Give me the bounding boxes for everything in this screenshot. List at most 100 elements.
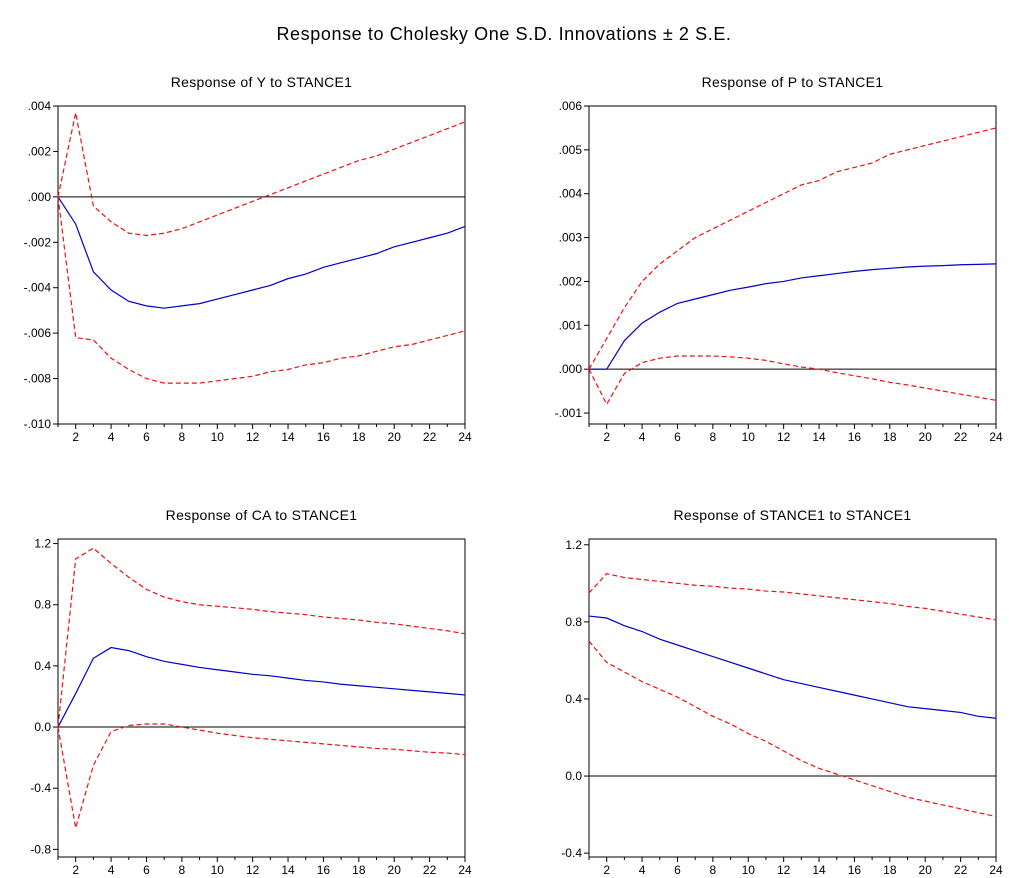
x-tick-label: 10 — [742, 430, 756, 444]
y-tick-label: -.008 — [24, 372, 52, 386]
x-tick-label: 10 — [742, 863, 756, 877]
panel-response-y: Response of Y to STANCE1 -.010 -.008 -.006 -… — [24, 74, 472, 444]
y-tick-label: 0.0 — [34, 720, 51, 734]
y-tick-label: 1.2 — [34, 537, 51, 551]
x-tick-label: 20 — [388, 430, 402, 444]
y-tick-label: -.004 — [24, 281, 52, 295]
confidence-band-upper-line — [588, 127, 997, 370]
panel-title: Response of STANCE1 to STANCE1 — [673, 507, 911, 523]
y-tick-label: -0.4 — [30, 781, 51, 795]
x-tick-label: 12 — [777, 430, 791, 444]
x-tick-label: 18 — [352, 863, 366, 877]
y-tick-label: -.010 — [24, 417, 52, 431]
x-tick-label: 2 — [72, 430, 79, 444]
panel-title: Response of CA to STANCE1 — [166, 507, 358, 523]
panel-title: Response of Y to STANCE1 — [171, 74, 353, 90]
x-tick-label: 16 — [317, 430, 331, 444]
y-tick-label: 0.0 — [565, 769, 582, 783]
x-tick-label: 20 — [919, 863, 933, 877]
y-tick-label: .004 — [559, 187, 583, 201]
y-tick-label: -0.8 — [30, 842, 51, 856]
panel-title: Response of P to STANCE1 — [702, 74, 884, 90]
y-tick-label: -.006 — [24, 326, 52, 340]
x-tick-label: 8 — [179, 430, 186, 444]
y-tick-label: .002 — [559, 274, 583, 288]
x-tick-label: 12 — [777, 863, 791, 877]
y-tick-label: .006 — [559, 99, 583, 113]
panel-response-ca: Response of CA to STANCE1 -0.8 -0.4 0.0 0.4 0… — [30, 507, 472, 877]
x-tick-label: 14 — [812, 430, 826, 444]
plot-frame — [57, 538, 466, 858]
y-tick-label: .001 — [559, 318, 583, 332]
x-tick-label: 18 — [883, 863, 897, 877]
confidence-band-lower-line — [57, 196, 466, 384]
x-tick-label: 16 — [848, 430, 862, 444]
y-tick-label: -.001 — [555, 406, 583, 420]
x-tick-label: 14 — [812, 863, 826, 877]
y-tick-label: .000 — [28, 190, 52, 204]
y-tick-label: 0.8 — [34, 598, 51, 612]
figure-title: Response to Cholesky One S.D. Innovation… — [276, 24, 731, 44]
x-tick-label: 12 — [246, 430, 260, 444]
y-tick-label: -0.4 — [561, 846, 582, 860]
x-tick-label: 14 — [281, 863, 295, 877]
x-tick-label: 12 — [246, 863, 260, 877]
panel-response-p: Response of P to STANCE1 -.001 .000 .001 .00… — [555, 74, 1003, 444]
x-tick-label: 2 — [603, 863, 610, 877]
x-tick-label: 4 — [108, 863, 115, 877]
y-tick-label: .004 — [28, 99, 52, 113]
x-tick-label: 18 — [883, 430, 897, 444]
x-tick-label: 8 — [710, 863, 717, 877]
confidence-band-upper-line — [57, 112, 466, 237]
y-tick-label: .005 — [559, 143, 583, 157]
x-tick-label: 10 — [211, 863, 225, 877]
x-tick-label: 16 — [848, 863, 862, 877]
y-tick-label: .003 — [559, 231, 583, 245]
impulse-response-line — [57, 196, 466, 309]
y-tick-label: .002 — [28, 144, 52, 158]
impulse-response-line — [589, 263, 997, 370]
x-tick-label: 24 — [458, 430, 472, 444]
x-tick-label: 2 — [72, 863, 79, 877]
x-tick-label: 24 — [989, 863, 1003, 877]
y-tick-label: -.002 — [24, 235, 52, 249]
confidence-band-upper-line — [57, 547, 466, 728]
x-tick-label: 6 — [674, 863, 681, 877]
confidence-band-lower-line — [57, 723, 466, 829]
y-tick-label: 0.4 — [565, 692, 582, 706]
x-tick-label: 22 — [423, 430, 437, 444]
impulse-response-line — [588, 615, 997, 719]
x-tick-label: 16 — [317, 863, 331, 877]
x-tick-label: 20 — [919, 430, 933, 444]
x-tick-label: 6 — [674, 430, 681, 444]
x-tick-label: 8 — [179, 863, 186, 877]
confidence-band-lower-line — [588, 640, 997, 818]
y-tick-label: .000 — [559, 362, 583, 376]
y-tick-label: 0.8 — [565, 615, 582, 629]
x-tick-label: 8 — [710, 430, 717, 444]
x-tick-label: 4 — [639, 430, 646, 444]
x-tick-label: 4 — [108, 430, 115, 444]
x-tick-label: 20 — [388, 863, 402, 877]
x-tick-label: 22 — [954, 863, 968, 877]
x-tick-label: 18 — [352, 430, 366, 444]
confidence-band-lower-line — [588, 355, 997, 406]
y-tick-label: 1.2 — [565, 538, 582, 552]
x-tick-label: 6 — [143, 430, 150, 444]
x-tick-label: 14 — [281, 430, 295, 444]
x-tick-label: 24 — [458, 863, 472, 877]
x-tick-label: 4 — [639, 863, 646, 877]
plot-frame — [588, 105, 997, 425]
x-tick-label: 6 — [143, 863, 150, 877]
impulse-response-line — [57, 646, 466, 728]
plot-frame — [57, 105, 466, 425]
x-tick-label: 10 — [211, 430, 225, 444]
plot-frame — [588, 538, 997, 858]
x-tick-label: 24 — [989, 430, 1003, 444]
confidence-band-upper-line — [588, 573, 997, 621]
x-tick-label: 22 — [423, 863, 437, 877]
panel-response-stance1: Response of STANCE1 to STANCE1 -0.4 0.0 0.4… — [561, 507, 1003, 877]
y-tick-label: 0.4 — [34, 659, 51, 673]
x-tick-label: 2 — [603, 430, 610, 444]
